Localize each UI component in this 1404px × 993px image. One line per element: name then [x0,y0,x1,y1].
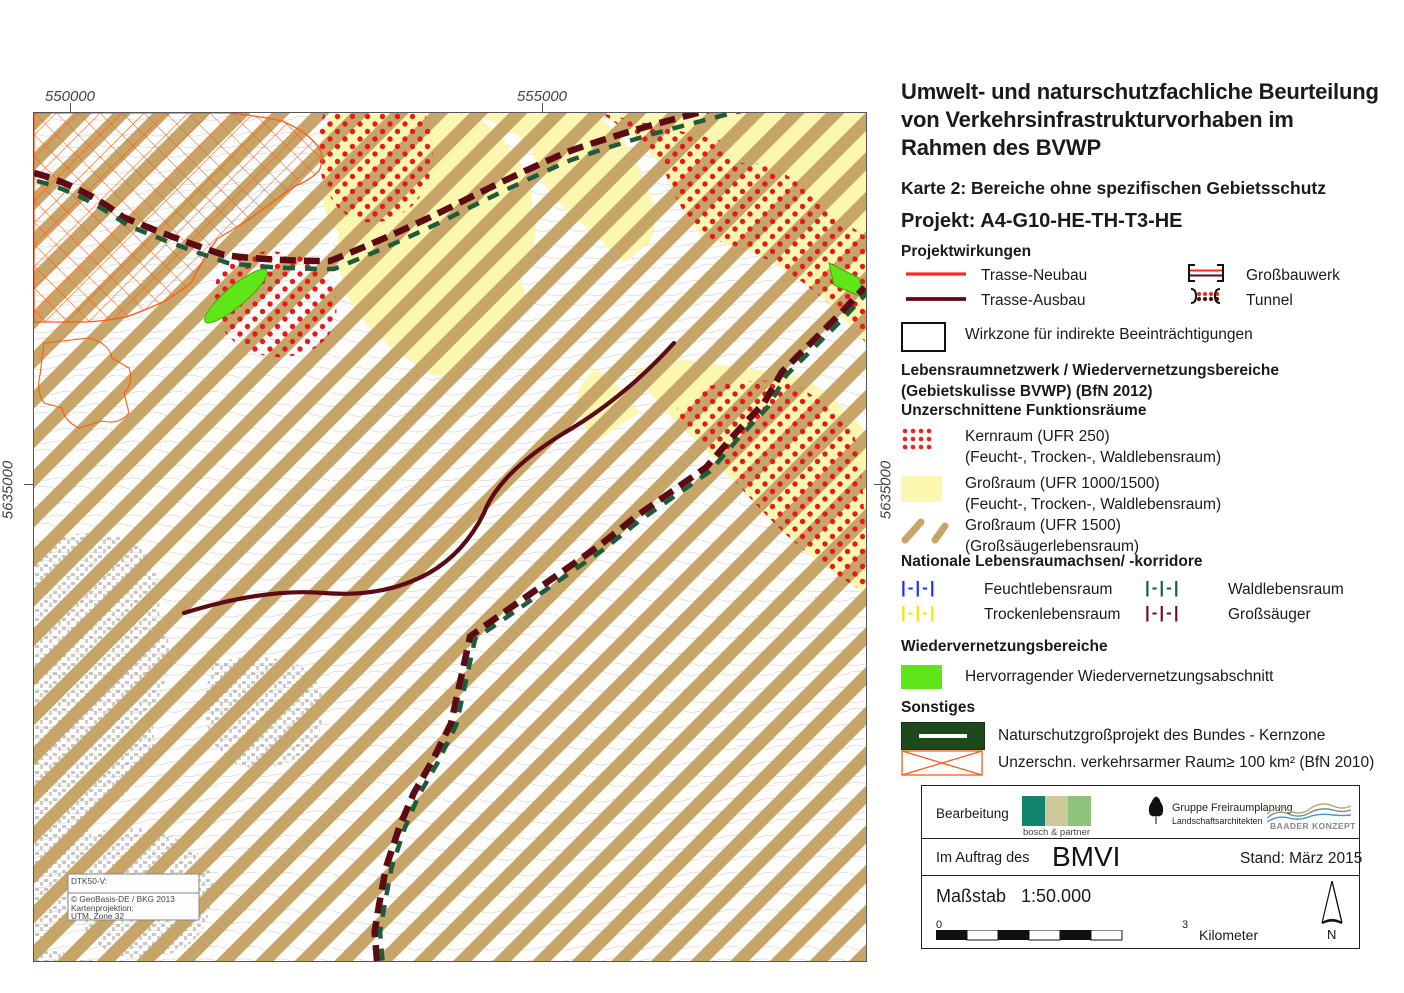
svg-text:N: N [1327,927,1336,942]
svg-text:Trasse-Neubau: Trasse-Neubau [981,267,1087,284]
svg-text:Tunnel: Tunnel [1246,292,1293,309]
svg-text:UTM, Zone 32: UTM, Zone 32 [71,911,124,921]
svg-text:BAADER KONZEPT: BAADER KONZEPT [1270,821,1356,830]
svg-text:Trasse-Ausbau: Trasse-Ausbau [981,292,1086,309]
svg-text:DTK50-V:: DTK50-V: [71,876,107,886]
svg-text:Großbauwerk: Großbauwerk [1246,267,1340,284]
